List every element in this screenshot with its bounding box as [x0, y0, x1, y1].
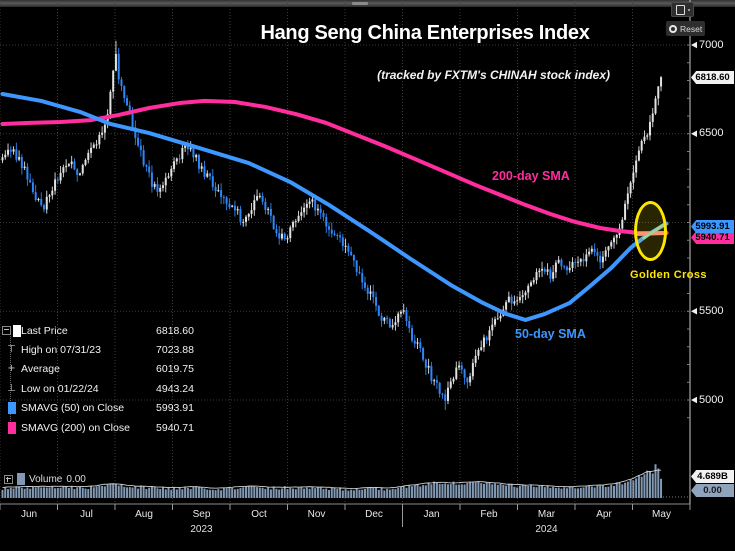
- average-marker-icon: +: [7, 363, 16, 375]
- window-restore-button[interactable]: [671, 2, 694, 17]
- y-axis-tick-arrow: [691, 41, 697, 49]
- volume-expand-icon[interactable]: [4, 474, 13, 484]
- volume-max-axis-badge: 4.689B: [691, 470, 734, 483]
- window-icon: [675, 4, 685, 15]
- volume-average-line: [2, 469, 662, 490]
- y-axis-price-label: 5000: [699, 393, 724, 406]
- sma-200-line: [0, 98, 669, 236]
- golden-cross-annotation: Golden Cross: [630, 269, 707, 281]
- legend-row-high[interactable]: ⊤ High on 07/31/23 7023.88: [2, 340, 194, 359]
- golden-cross-circle: [634, 201, 667, 261]
- x-axis-month-label: Jan: [423, 509, 440, 520]
- x-axis-year-label: 2024: [535, 524, 558, 535]
- volume-swatch: [17, 473, 25, 485]
- gridlines: [0, 0, 691, 503]
- volume-zero-axis-badge: 0.00: [691, 484, 734, 497]
- legend-row-average[interactable]: + Average 6019.75: [2, 360, 194, 379]
- sma-50-axis-badge: 5993.91: [691, 220, 734, 233]
- candlesticks: [1, 40, 663, 411]
- y-axis-tick-arrow: [691, 130, 697, 137]
- legend-value: 5993.91: [156, 402, 194, 415]
- x-axis-month-label: Aug: [135, 509, 153, 520]
- y-axis-price-label: 5500: [699, 304, 724, 317]
- y-axis-price-label: 7000: [699, 38, 724, 51]
- x-axis-month-label: Dec: [365, 509, 383, 520]
- legend-row-low[interactable]: ⊥ Low on 01/22/24 4943.24: [2, 379, 194, 398]
- sma-200-axis-badge: 5940.71: [691, 231, 734, 244]
- x-axis-month-label: Mar: [537, 509, 556, 520]
- y-axis-price-label: 6500: [699, 127, 724, 140]
- price-legend: Last Price 6818.60 ⊤ High on 07/31/23 70…: [2, 321, 194, 437]
- x-axis-month-label: Oct: [251, 509, 267, 520]
- volume-legend[interactable]: Volume 0.00: [4, 473, 86, 485]
- x-axis-month-label: Sep: [192, 509, 211, 520]
- legend-row-smavg50[interactable]: SMAVG (50) on Close 5993.91: [2, 399, 194, 418]
- legend-label: Low on 01/22/24: [21, 382, 99, 395]
- legend-value: 6019.75: [156, 363, 194, 376]
- x-axis-month-label: May: [652, 509, 671, 520]
- y-axis-tick-arrow: [691, 396, 697, 404]
- legend-value: 4943.24: [156, 382, 194, 395]
- x-axis-month-label: Apr: [596, 509, 612, 520]
- chart-subtitle: (tracked by FXTM's CHINAH stock index): [377, 68, 610, 82]
- sma-200-annotation: 200-day SMA: [492, 169, 570, 183]
- legend-value: 6818.60: [156, 324, 194, 337]
- low-marker-icon: ⊥: [7, 382, 16, 394]
- volume-legend-value: 0.00: [66, 473, 86, 485]
- pane-divider: [0, 0, 735, 7]
- last-price-axis-badge: 6818.60: [691, 71, 734, 84]
- legend-label: Average: [21, 363, 60, 376]
- sma-50-annotation: 50-day SMA: [515, 327, 586, 341]
- x-axis-month-label: Jun: [20, 509, 38, 520]
- legend-value: 7023.88: [156, 344, 194, 357]
- reset-button[interactable]: Reset: [666, 21, 705, 36]
- chart-title: Hang Seng China Enterprises Index: [260, 22, 590, 44]
- legend-tree-line: [10, 333, 11, 431]
- legend-collapse-icon[interactable]: [2, 326, 11, 336]
- legend-label: SMAVG (200) on Close: [21, 421, 130, 434]
- dropdown-dot-icon: [687, 8, 690, 11]
- x-axis-month-label: Nov: [307, 509, 326, 520]
- legend-row-last-price[interactable]: Last Price 6818.60: [2, 321, 194, 340]
- y-axis-tick-arrow: [691, 308, 697, 315]
- reset-icon: [669, 24, 677, 33]
- volume-legend-label: Volume: [29, 473, 63, 485]
- x-axis-year-label: 2023: [190, 524, 213, 535]
- high-marker-icon: ⊤: [7, 344, 16, 356]
- x-axis-month-label: Jul: [80, 509, 93, 520]
- volume-bars: [1, 464, 663, 498]
- legend-row-smavg200[interactable]: SMAVG (200) on Close 5940.71: [2, 418, 194, 437]
- sma-200-swatch: [7, 421, 16, 434]
- sma-50-line: [0, 91, 669, 322]
- last-price-swatch: [13, 324, 21, 337]
- pane-divider-handle[interactable]: [352, 2, 368, 5]
- legend-label: SMAVG (50) on Close: [21, 402, 125, 415]
- reset-button-label: Reset: [680, 23, 703, 34]
- sma-50-swatch: [7, 402, 16, 415]
- legend-value: 5940.71: [156, 421, 194, 434]
- x-axis-month-label: Feb: [480, 509, 498, 520]
- legend-label: High on 07/31/23: [21, 344, 101, 357]
- legend-label: Last Price: [21, 324, 68, 337]
